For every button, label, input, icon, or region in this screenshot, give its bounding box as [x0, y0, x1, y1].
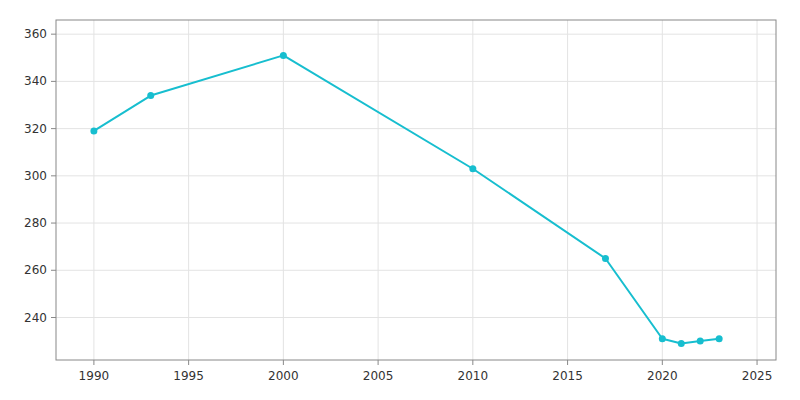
- y-tick-label: 240: [24, 311, 47, 325]
- y-tick-label: 260: [24, 263, 47, 277]
- y-tick: [51, 317, 56, 318]
- x-tick: [188, 360, 189, 365]
- x-tick-label: 2000: [268, 369, 299, 383]
- y-tick-label: 280: [24, 216, 47, 230]
- x-tick: [662, 360, 663, 365]
- point: [602, 255, 609, 262]
- y-tick-label: 360: [24, 27, 47, 41]
- series: [90, 52, 722, 347]
- x-tick: [283, 360, 284, 365]
- y-grid-line: [56, 128, 776, 129]
- x-tick: [472, 360, 473, 365]
- x-grid-line: [188, 20, 189, 360]
- point: [280, 52, 287, 59]
- y-tick-label: 300: [24, 169, 47, 183]
- y-tick-label: 340: [24, 74, 47, 88]
- x-tick-label: 1995: [173, 369, 204, 383]
- y-grid-line: [56, 223, 776, 224]
- chart-container: 1990 1995 2000 2005 2010 2015 2020 2025 240 260 28…: [0, 0, 800, 400]
- chart: 1990 1995 2000 2005 2010 2015 2020 2025 240 260 28…: [0, 0, 800, 400]
- y-grid-line: [56, 270, 776, 271]
- y-grid-line: [56, 34, 776, 35]
- x-tick-label: 2005: [363, 369, 394, 383]
- x-tick-label: 2025: [742, 369, 773, 383]
- axes: 1990 1995 2000 2005 2010 2015 2020 2025 240 260 28…: [24, 27, 772, 383]
- x-tick-label: 2020: [647, 369, 678, 383]
- point: [697, 338, 704, 345]
- x-grid-line: [378, 20, 379, 360]
- x-grid-line: [662, 20, 663, 360]
- y-tick: [51, 175, 56, 176]
- point: [678, 340, 685, 347]
- y-tick: [51, 128, 56, 129]
- x-grid-line: [567, 20, 568, 360]
- x-tick: [378, 360, 379, 365]
- x-tick-label: 2015: [552, 369, 583, 383]
- x-tick: [757, 360, 758, 365]
- x-tick: [93, 360, 94, 365]
- point: [659, 335, 666, 342]
- y-tick: [51, 34, 56, 35]
- x-grid-line: [757, 20, 758, 360]
- line: [94, 55, 719, 343]
- point: [147, 92, 154, 99]
- y-grid-line: [56, 81, 776, 82]
- point: [716, 335, 723, 342]
- y-grid-line: [56, 317, 776, 318]
- y-tick: [51, 81, 56, 82]
- plot-frame: [56, 20, 776, 360]
- x-grid-line: [283, 20, 284, 360]
- y-tick: [51, 223, 56, 224]
- point: [469, 165, 476, 172]
- y-grid-line: [56, 175, 776, 176]
- x-tick-label: 1990: [79, 369, 110, 383]
- x-grid-line: [93, 20, 94, 360]
- x-tick: [567, 360, 568, 365]
- point: [90, 127, 97, 134]
- x-grid-line: [472, 20, 473, 360]
- x-tick-label: 2010: [458, 369, 489, 383]
- grid: [56, 20, 776, 360]
- y-tick-label: 320: [24, 122, 47, 136]
- y-tick: [51, 270, 56, 271]
